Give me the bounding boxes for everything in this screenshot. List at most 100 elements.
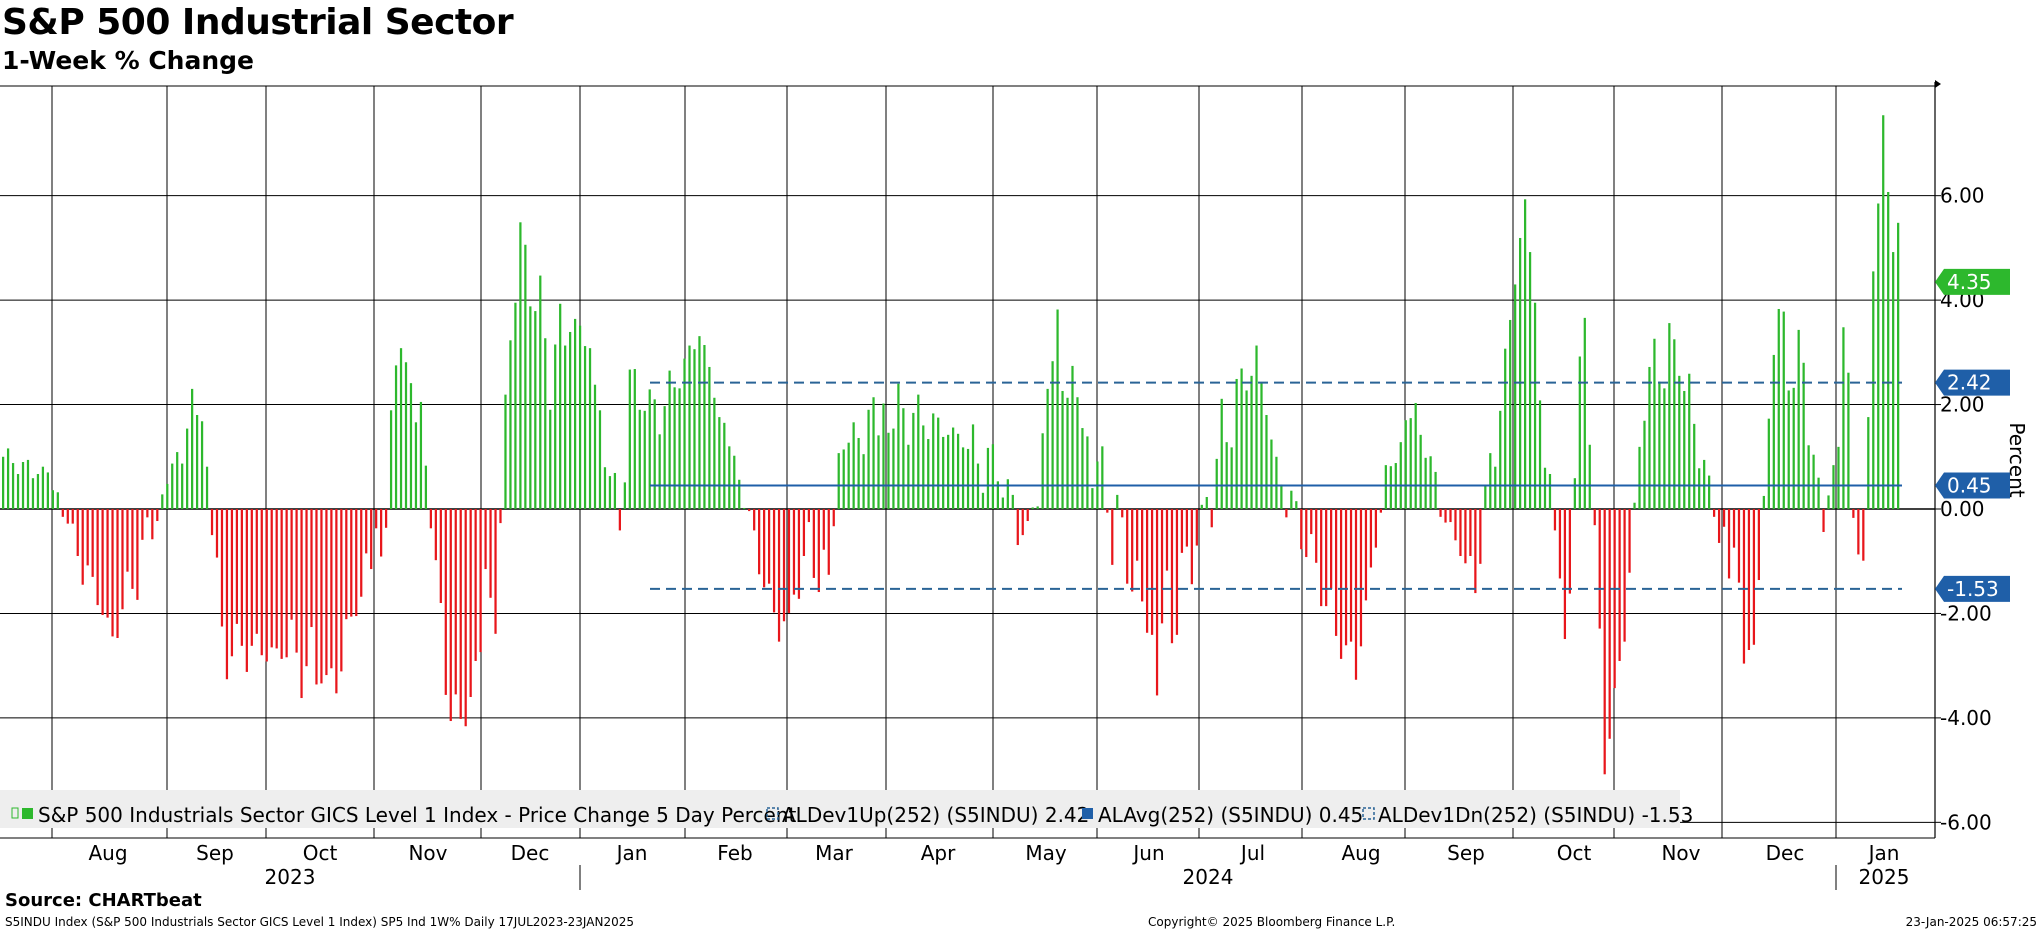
bar — [1419, 434, 1422, 509]
bar — [51, 490, 54, 509]
bar — [1588, 444, 1591, 509]
bar — [1021, 509, 1024, 536]
bar — [1777, 308, 1780, 509]
y-tick-label: -6.00 — [1940, 810, 1992, 834]
month-label: Oct — [303, 841, 338, 865]
y-tick-label: 2.00 — [1940, 393, 1985, 417]
bar — [1389, 466, 1392, 509]
bar — [603, 467, 607, 509]
bar — [1449, 509, 1452, 523]
bar — [1469, 509, 1472, 556]
bar — [1742, 509, 1746, 664]
bar — [225, 509, 229, 680]
bar — [832, 509, 835, 527]
plot-frame — [0, 80, 1941, 839]
bar — [270, 509, 273, 648]
bar — [1031, 507, 1034, 509]
bar — [479, 509, 482, 653]
bar — [474, 509, 477, 661]
bar — [1190, 509, 1193, 585]
bar — [1862, 509, 1865, 561]
bar — [489, 509, 492, 598]
bar — [399, 348, 403, 509]
bar — [1663, 388, 1666, 509]
bar — [728, 446, 731, 509]
bar — [1489, 453, 1492, 509]
bar — [1767, 418, 1770, 509]
bar — [1349, 509, 1353, 642]
bar — [1494, 466, 1497, 509]
bar — [573, 318, 577, 509]
bar — [1717, 509, 1721, 543]
legend-item-series[interactable]: S&P 500 Industrials Sector GICS Level 1 … — [11, 803, 797, 827]
bar — [1882, 115, 1885, 510]
bar — [1732, 509, 1736, 548]
bar — [499, 509, 502, 524]
bar — [1613, 509, 1616, 689]
bar — [1071, 365, 1074, 509]
bar — [1484, 485, 1487, 509]
bar — [6, 448, 10, 509]
bar — [608, 476, 612, 509]
bar — [991, 444, 995, 509]
bar — [1374, 509, 1378, 548]
bar — [703, 345, 706, 509]
legend-item-avg[interactable]: ALAvg(252) (S5INDU) 0.45 — [1082, 803, 1363, 827]
bar — [618, 509, 621, 531]
bar — [1051, 361, 1054, 509]
bar — [350, 509, 353, 617]
value-tag-label: 4.35 — [1947, 270, 1992, 294]
bar — [633, 369, 636, 509]
month-label: Apr — [921, 841, 956, 865]
bar — [792, 509, 796, 595]
bar — [205, 466, 209, 509]
bar — [191, 388, 194, 509]
bar — [355, 509, 358, 617]
bar — [195, 415, 199, 509]
bar — [1867, 417, 1870, 509]
bar — [250, 509, 253, 646]
bar — [613, 472, 617, 509]
bar — [1429, 456, 1432, 509]
bar — [1603, 509, 1606, 775]
bar — [1160, 509, 1164, 624]
bar — [1553, 509, 1557, 531]
bar — [1116, 494, 1119, 509]
bar — [1444, 509, 1447, 523]
bar — [902, 408, 905, 509]
bar — [643, 410, 646, 509]
bar — [1379, 509, 1382, 513]
value-tag-label: 0.45 — [1947, 474, 1992, 498]
legend-label-series: S&P 500 Industrials Sector GICS Level 1 … — [38, 803, 797, 827]
bar — [290, 509, 293, 620]
bar — [519, 222, 522, 510]
legend-label-dev-down: ALDev1Dn(252) (S5INDU) -1.53 — [1378, 803, 1693, 827]
bar — [907, 444, 910, 509]
bar — [1678, 375, 1681, 509]
bar — [1578, 356, 1581, 509]
bar — [1404, 420, 1407, 509]
month-label: Jun — [1131, 841, 1164, 865]
month-label: Nov — [1661, 841, 1700, 865]
bar — [534, 311, 537, 509]
bar — [176, 452, 179, 509]
bar — [265, 509, 268, 662]
bar — [1703, 459, 1706, 509]
bar — [434, 509, 437, 561]
bar — [1752, 509, 1756, 645]
bar — [1648, 366, 1651, 509]
bar — [375, 509, 378, 529]
bar — [1056, 309, 1059, 509]
legend-item-dev-up[interactable]: ALDev1Up(252) (S5INDU) 2.42 — [766, 803, 1089, 827]
axis-arrow — [1935, 80, 1941, 88]
legend-label-avg: ALAvg(252) (S5INDU) 0.45 — [1098, 803, 1363, 827]
bar — [514, 302, 517, 509]
bar — [1310, 509, 1313, 535]
y-tick-label: -2.00 — [1940, 601, 1992, 625]
value-tags: 4.35 2.42 0.45 -1.53 — [1935, 268, 2010, 602]
legend-item-dev-down[interactable]: ALDev1Dn(252) (S5INDU) -1.53 — [1362, 803, 1693, 827]
bar — [404, 362, 408, 509]
bar — [952, 427, 955, 509]
bar — [1628, 509, 1631, 573]
value-tag-label: -1.53 — [1947, 577, 1999, 601]
